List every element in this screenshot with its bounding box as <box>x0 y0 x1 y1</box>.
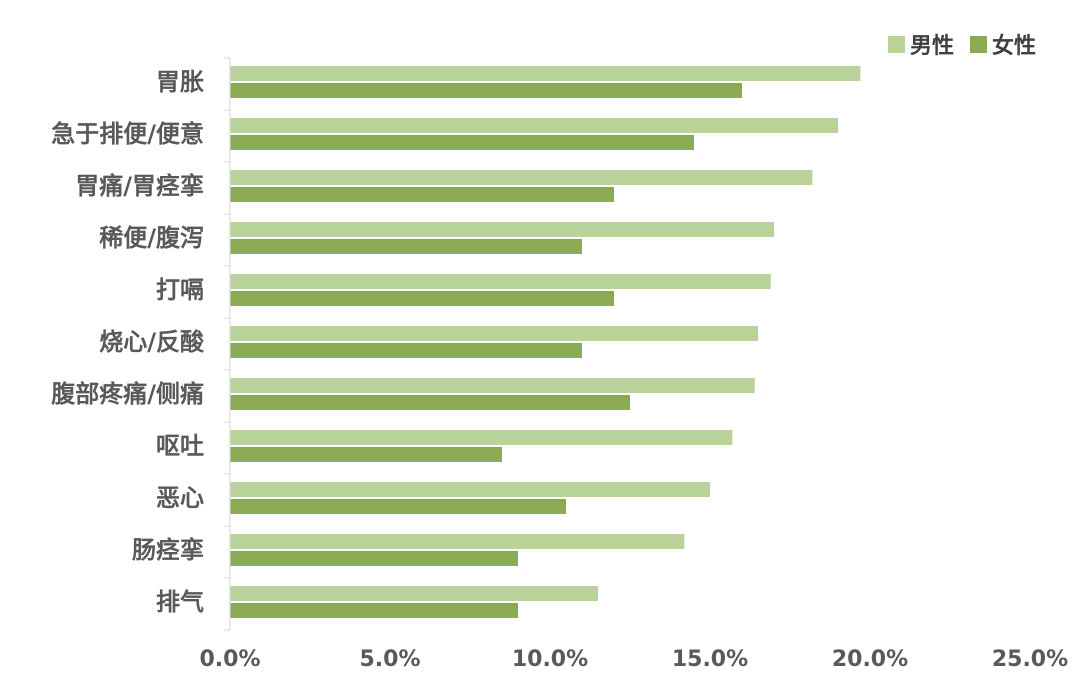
bar-female <box>230 83 742 98</box>
x-tick-label: 20.0% <box>832 647 908 672</box>
bars <box>230 66 861 618</box>
bar-female <box>230 603 518 618</box>
x-tick-label: 15.0% <box>672 647 748 672</box>
legend-swatch-female <box>970 36 987 53</box>
bar-female <box>230 447 502 462</box>
x-tick-label: 10.0% <box>512 647 588 672</box>
bar-male <box>230 170 813 185</box>
x-tick-label: 25.0% <box>992 647 1068 672</box>
bar-male <box>230 326 758 341</box>
category-label: 腹部疼痛/侧痛 <box>51 380 204 408</box>
bar-female <box>230 135 694 150</box>
bar-female <box>230 187 614 202</box>
bar-female <box>230 395 630 410</box>
category-labels: 胃胀急于排便/便意胃痛/胃痉挛稀便/腹泻打嗝烧心/反酸腹部疼痛/侧痛呕吐恶心肠痉… <box>51 68 205 616</box>
tick-labels: 0.0% 5.0% 10.0% 15.0% 20.0% 25.0% <box>199 647 1068 672</box>
legend: 男性 女性 <box>888 33 1036 59</box>
bar-male <box>230 274 771 289</box>
category-label: 排气 <box>156 588 204 616</box>
bar-female <box>230 239 582 254</box>
bar-male <box>230 534 685 549</box>
bar-male <box>230 118 838 133</box>
bar-female <box>230 291 614 306</box>
bar-female <box>230 499 566 514</box>
legend-swatch-male <box>888 36 905 53</box>
gridlines <box>224 57 230 631</box>
category-label: 稀便/腹泻 <box>99 224 204 252</box>
category-label: 胃胀 <box>156 68 204 96</box>
bar-female <box>230 343 582 358</box>
category-label: 烧心/反酸 <box>99 328 205 356</box>
category-label: 胃痛/胃痉挛 <box>75 172 204 200</box>
category-label: 打嗝 <box>156 276 204 304</box>
legend-label-female: 女性 <box>992 33 1036 59</box>
bar-female <box>230 551 518 566</box>
legend-label-male: 男性 <box>910 34 954 59</box>
x-tick-label: 5.0% <box>359 647 420 672</box>
category-label: 呕吐 <box>156 432 204 460</box>
bar-male <box>230 430 733 445</box>
category-label: 肠痉挛 <box>132 536 204 564</box>
category-label: 急于排便/便意 <box>51 120 204 148</box>
bar-male <box>230 222 774 237</box>
bar-male <box>230 482 710 497</box>
x-tick-label: 0.0% <box>199 647 260 672</box>
category-label: 恶心 <box>156 484 204 512</box>
bar-male <box>230 586 598 601</box>
bar-male <box>230 378 755 393</box>
bar-male <box>230 66 861 81</box>
